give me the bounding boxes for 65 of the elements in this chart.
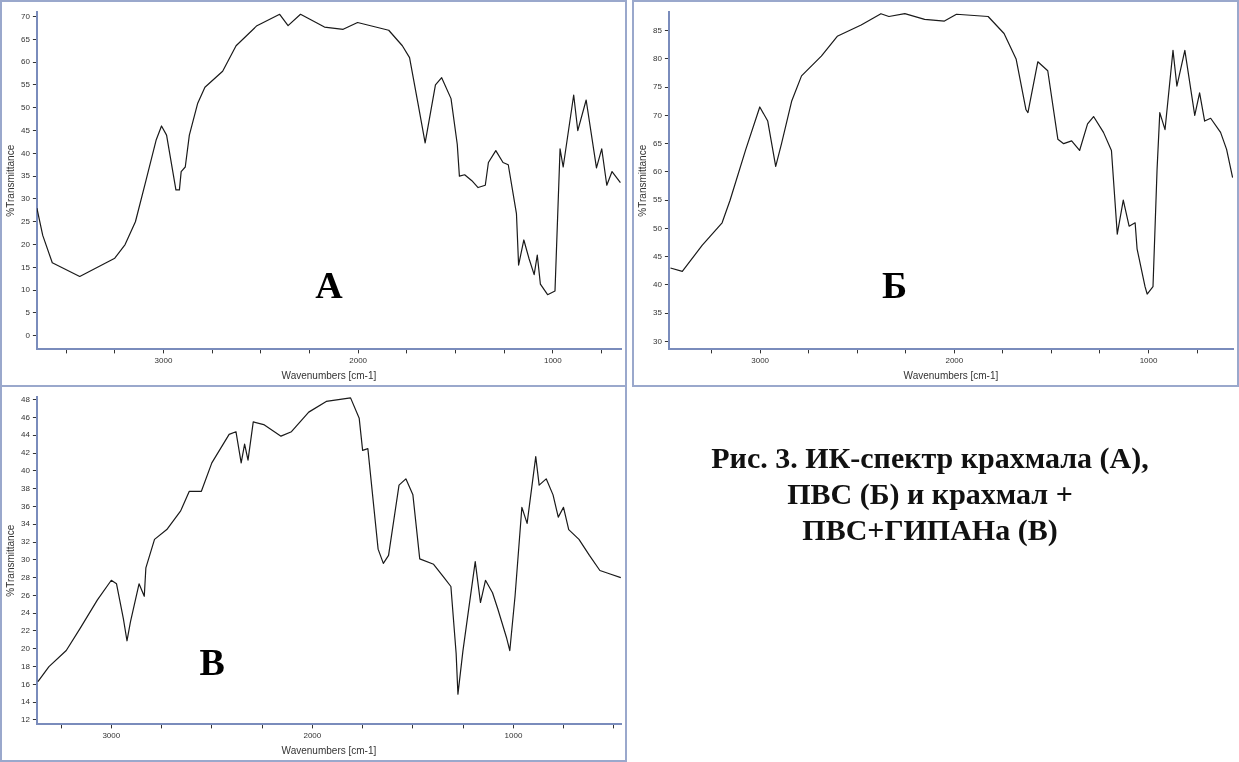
y-tick-label: 12 [20, 715, 31, 725]
y-tick-label: 65 [20, 34, 31, 44]
x-tick-label: 3000 [154, 356, 173, 366]
y-tick-label: 50 [20, 102, 31, 112]
y-tick-label: 15 [20, 262, 31, 272]
y-tick-label: 26 [20, 590, 31, 600]
y-tick-label: 32 [20, 537, 31, 547]
y-tick-label: 44 [20, 430, 31, 440]
y-tick-label: 24 [20, 608, 31, 618]
y-tick-label: 55 [652, 195, 663, 205]
y-tick-label: 60 [652, 167, 663, 177]
y-tick-label: 70 [652, 110, 663, 120]
y-tick-label: 30 [652, 336, 663, 346]
x-tick-label: 1000 [504, 731, 523, 741]
y-tick-label: 75 [652, 82, 663, 92]
x-axis-title: Wavenumbers [cm-1] [903, 369, 999, 381]
y-tick-label: 14 [20, 697, 31, 707]
y-tick-label: 85 [652, 25, 663, 35]
x-tick-label: 2000 [945, 356, 964, 366]
x-tick-label: 1000 [1139, 356, 1158, 366]
y-tick-label: 40 [20, 148, 31, 158]
y-tick-label: 25 [20, 216, 31, 226]
y-tick-label: 35 [20, 171, 31, 181]
y-tick-label: 65 [652, 138, 663, 148]
y-tick-label: 45 [20, 125, 31, 135]
x-tick-label: 2000 [349, 356, 368, 366]
y-axis-title: %Transmittance [4, 524, 16, 597]
annotation: Б [881, 264, 908, 307]
annotation: В [199, 641, 225, 684]
y-tick-label: 42 [20, 448, 31, 458]
y-tick-label: 55 [20, 80, 31, 90]
annotation: А [315, 264, 344, 307]
y-tick-label: 20 [20, 239, 31, 249]
x-tick-label: 3000 [751, 356, 770, 366]
y-tick-label: 48 [20, 394, 31, 404]
y-tick-label: 28 [20, 572, 31, 582]
y-axis-title: %Transmittance [4, 144, 16, 217]
y-tick-label: 35 [652, 308, 663, 318]
y-tick-label: 40 [652, 280, 663, 290]
y-tick-label: 50 [652, 223, 663, 233]
y-tick-label: 18 [20, 661, 31, 671]
y-tick-label: 45 [652, 251, 663, 261]
y-tick-label: 40 [20, 466, 31, 476]
y-tick-label: 60 [20, 57, 31, 67]
y-tick-label: 34 [20, 519, 31, 529]
y-tick-label: 70 [20, 11, 31, 21]
y-tick-label: 10 [20, 285, 31, 295]
text: Рис. 3. ИК-спектр крахмала (А), ПВС (Б) и крахмал + ПВС+ГИПАНа (В) [710, 440, 1150, 548]
y-tick-label: 80 [652, 54, 663, 64]
y-tick-label: 16 [20, 679, 31, 689]
x-axis-title: Wavenumbers [cm-1] [281, 369, 377, 381]
y-tick-label: 30 [20, 555, 31, 565]
y-tick-label: 46 [20, 412, 31, 422]
y-tick-label: 5 [25, 308, 31, 318]
y-tick-label: 22 [20, 626, 31, 636]
x-axis-title: Wavenumbers [cm-1] [281, 744, 377, 756]
y-tick-label: 36 [20, 501, 31, 511]
x-tick-label: 3000 [102, 731, 121, 741]
y-tick-label: 30 [20, 194, 31, 204]
y-axis-title: %Transmittance [636, 144, 648, 217]
x-tick-label: 1000 [543, 356, 563, 366]
y-tick-label: 20 [20, 643, 31, 653]
x-tick-label: 2000 [303, 731, 322, 741]
y-tick-label: 38 [20, 483, 31, 493]
y-tick-label: 0 [25, 330, 31, 340]
